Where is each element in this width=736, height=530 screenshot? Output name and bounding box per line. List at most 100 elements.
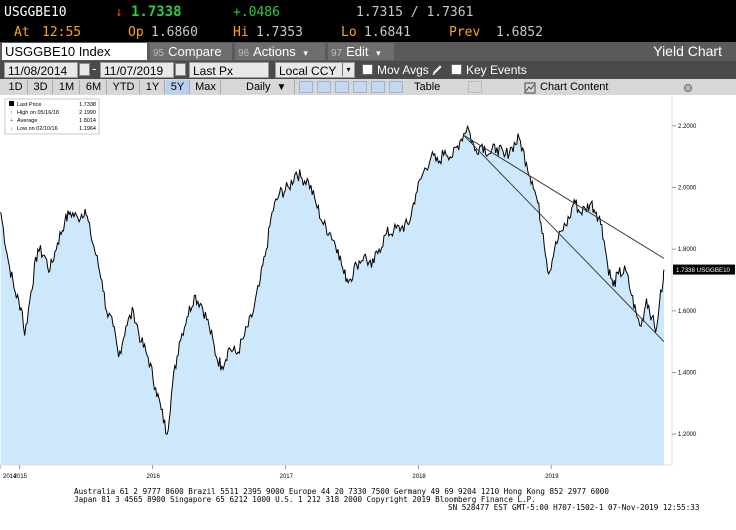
last-price: 1.7338 <box>131 4 182 20</box>
chart-canvas[interactable]: 1.2000 1.4000 1.6000 1.8000 2.0000 2.2000 201… <box>0 95 736 485</box>
table-button[interactable]: Table <box>414 81 441 93</box>
low-value: 1.6841 <box>364 25 411 40</box>
key-events-label: Key Events <box>466 63 527 77</box>
start-date-input[interactable]: 11/08/2014 <box>4 62 78 78</box>
chart-legend: Last Price 1.7338 ↑ High on 05/16/18 2.1… <box>4 98 100 135</box>
shapes-tool-icon[interactable] <box>389 81 403 93</box>
x-tick-label: 2014 <box>3 474 17 480</box>
at-time: 12:55 <box>42 25 82 40</box>
legend-high-value: 2.1990 <box>79 110 96 116</box>
actions-menu[interactable]: 96 Actions ▾ <box>235 43 325 60</box>
actions-chevron-icon: ▾ <box>303 48 308 58</box>
y-tick-label: 1.6000 <box>678 309 697 315</box>
quote-line-1: USGGBE10 ↓ 1.7338 +.0486 1.7315 / 1.7361 <box>0 2 736 24</box>
prev-value: 1.6852 <box>496 25 543 40</box>
period-button-6m[interactable]: 6M <box>81 80 107 94</box>
frequency-label: Daily <box>246 81 271 93</box>
chart-content-button[interactable]: Chart Content <box>540 81 609 93</box>
series-line[interactable] <box>0 125 665 435</box>
series-area <box>0 125 664 466</box>
y-tick-label: 1.2000 <box>678 432 697 438</box>
edit-menu[interactable]: 97 Edit ▾ <box>328 43 394 60</box>
compare-label: Compare <box>168 44 222 59</box>
compare-number: 95 <box>153 48 165 59</box>
bid-ask: 1.7315 / 1.7361 <box>356 5 474 20</box>
footer: Australia 61 2 9777 8600 Brazil 5511 239… <box>0 485 736 530</box>
crosshair-tool-icon[interactable] <box>371 81 385 93</box>
pan-tool-icon[interactable] <box>353 81 367 93</box>
line-tool-icon[interactable] <box>299 81 313 93</box>
end-date-input[interactable]: 11/07/2019 <box>100 62 174 78</box>
collapse-icon[interactable] <box>468 81 482 93</box>
last-price-tag-text: 1.7338 USGGBE10 <box>676 267 731 274</box>
low-label: Lo <box>341 25 357 40</box>
x-tick-label: 2016 <box>146 474 160 480</box>
legend-low-value: 1.1964 <box>79 126 96 132</box>
footer-contacts-line-1: Australia 61 2 9777 8600 Brazil 5511 239… <box>74 487 609 496</box>
open-value: 1.6860 <box>151 25 198 40</box>
legend-high-label: High on 05/16/18 <box>17 110 59 116</box>
mov-avgs-label: Mov Avgs <box>377 63 429 77</box>
open-label: Op <box>128 25 144 40</box>
mov-avgs-checkbox[interactable] <box>362 64 373 75</box>
up-marker-icon: ↑ <box>10 110 13 116</box>
legend-last-price-value: 1.7338 <box>79 102 96 108</box>
frequency-select[interactable]: Daily ▼ <box>239 80 295 94</box>
y-tick-label: 1.8000 <box>678 247 697 253</box>
period-button-5y[interactable]: 5Y <box>166 80 190 94</box>
pencil-icon[interactable] <box>432 63 442 76</box>
period-button-max[interactable]: Max <box>191 80 221 94</box>
x-tick-label: 2017 <box>280 474 294 480</box>
function-toolbar: USGGBE10 Index 95 Compare 96 Actions ▾ 97 E… <box>0 42 736 61</box>
down-arrow-icon: ↓ <box>115 5 123 20</box>
calendar-icon[interactable] <box>175 63 186 76</box>
period-button-1m[interactable]: 1M <box>54 80 80 94</box>
price-change: +.0486 <box>233 5 280 20</box>
last-price-swatch <box>9 101 14 106</box>
edit-chevron-icon: ▾ <box>376 48 381 58</box>
settings-toolbar: 11/08/2014 - 11/07/2019 Last Px Local CC… <box>0 61 736 79</box>
legend-last-price-label: Last Price <box>17 102 41 108</box>
period-button-1d[interactable]: 1D <box>4 80 28 94</box>
legend-low-label: Low on 02/10/16 <box>17 126 58 132</box>
chevron-down-icon[interactable]: ▾ <box>342 63 354 76</box>
footer-contacts-line-2: Japan 81 3 4565 8900 Singapore 65 6212 1… <box>74 495 536 504</box>
x-tick-label: 2015 <box>14 474 28 480</box>
date-separator: - <box>92 61 97 76</box>
zoom-tool-icon[interactable] <box>335 81 349 93</box>
high-value: 1.7353 <box>256 25 303 40</box>
yield-chart[interactable]: 1.2000 1.4000 1.6000 1.8000 2.0000 2.2000 201… <box>0 95 736 485</box>
gear-icon[interactable] <box>682 81 694 93</box>
actions-number: 96 <box>238 48 250 59</box>
actions-label: Actions <box>253 44 296 59</box>
edit-number: 97 <box>331 48 343 59</box>
y-tick-label: 2.2000 <box>678 124 697 130</box>
x-tick-label: 2019 <box>545 474 559 480</box>
compare-button[interactable]: 95 Compare <box>150 43 232 60</box>
frequency-chevron-icon: ▼ <box>276 82 287 93</box>
quote-line-2: At 12:55 Op 1.6860 Hi 1.7353 Lo 1.6841 P… <box>0 22 736 44</box>
currency-select[interactable]: Local CCY <box>275 62 355 78</box>
edit-label: Edit <box>346 44 369 59</box>
prev-label: Prev <box>449 25 481 40</box>
page-title: Yield Chart <box>653 43 722 59</box>
calendar-icon[interactable] <box>79 63 90 76</box>
annotate-tool-icon[interactable] <box>317 81 331 93</box>
average-marker-icon: + <box>10 118 13 124</box>
security-input[interactable]: USGGBE10 Index <box>2 43 147 60</box>
ticker-symbol: USGGBE10 <box>4 5 67 20</box>
period-button-ytd[interactable]: YTD <box>108 80 140 94</box>
period-toolbar: 1D 3D 1M 6M YTD 1Y 5Y Max Daily ▼ Table Chart C… <box>0 79 736 95</box>
last-price-tag: 1.7338 USGGBE10 <box>673 264 735 275</box>
down-marker-icon: ↓ <box>10 126 13 132</box>
period-button-3d[interactable]: 3D <box>29 80 53 94</box>
field-select[interactable]: Last Px <box>189 62 269 78</box>
footer-session-line: SN 528477 EST GMT-5:00 H707-1502-1 07-No… <box>448 503 700 512</box>
trendline-1[interactable] <box>463 134 665 259</box>
legend-average-label: Average <box>17 118 37 124</box>
trendline-2[interactable] <box>463 134 665 342</box>
high-label: Hi <box>233 25 249 40</box>
period-button-1y[interactable]: 1Y <box>141 80 165 94</box>
y-tick-label: 2.0000 <box>678 186 697 192</box>
key-events-checkbox[interactable] <box>451 64 462 75</box>
